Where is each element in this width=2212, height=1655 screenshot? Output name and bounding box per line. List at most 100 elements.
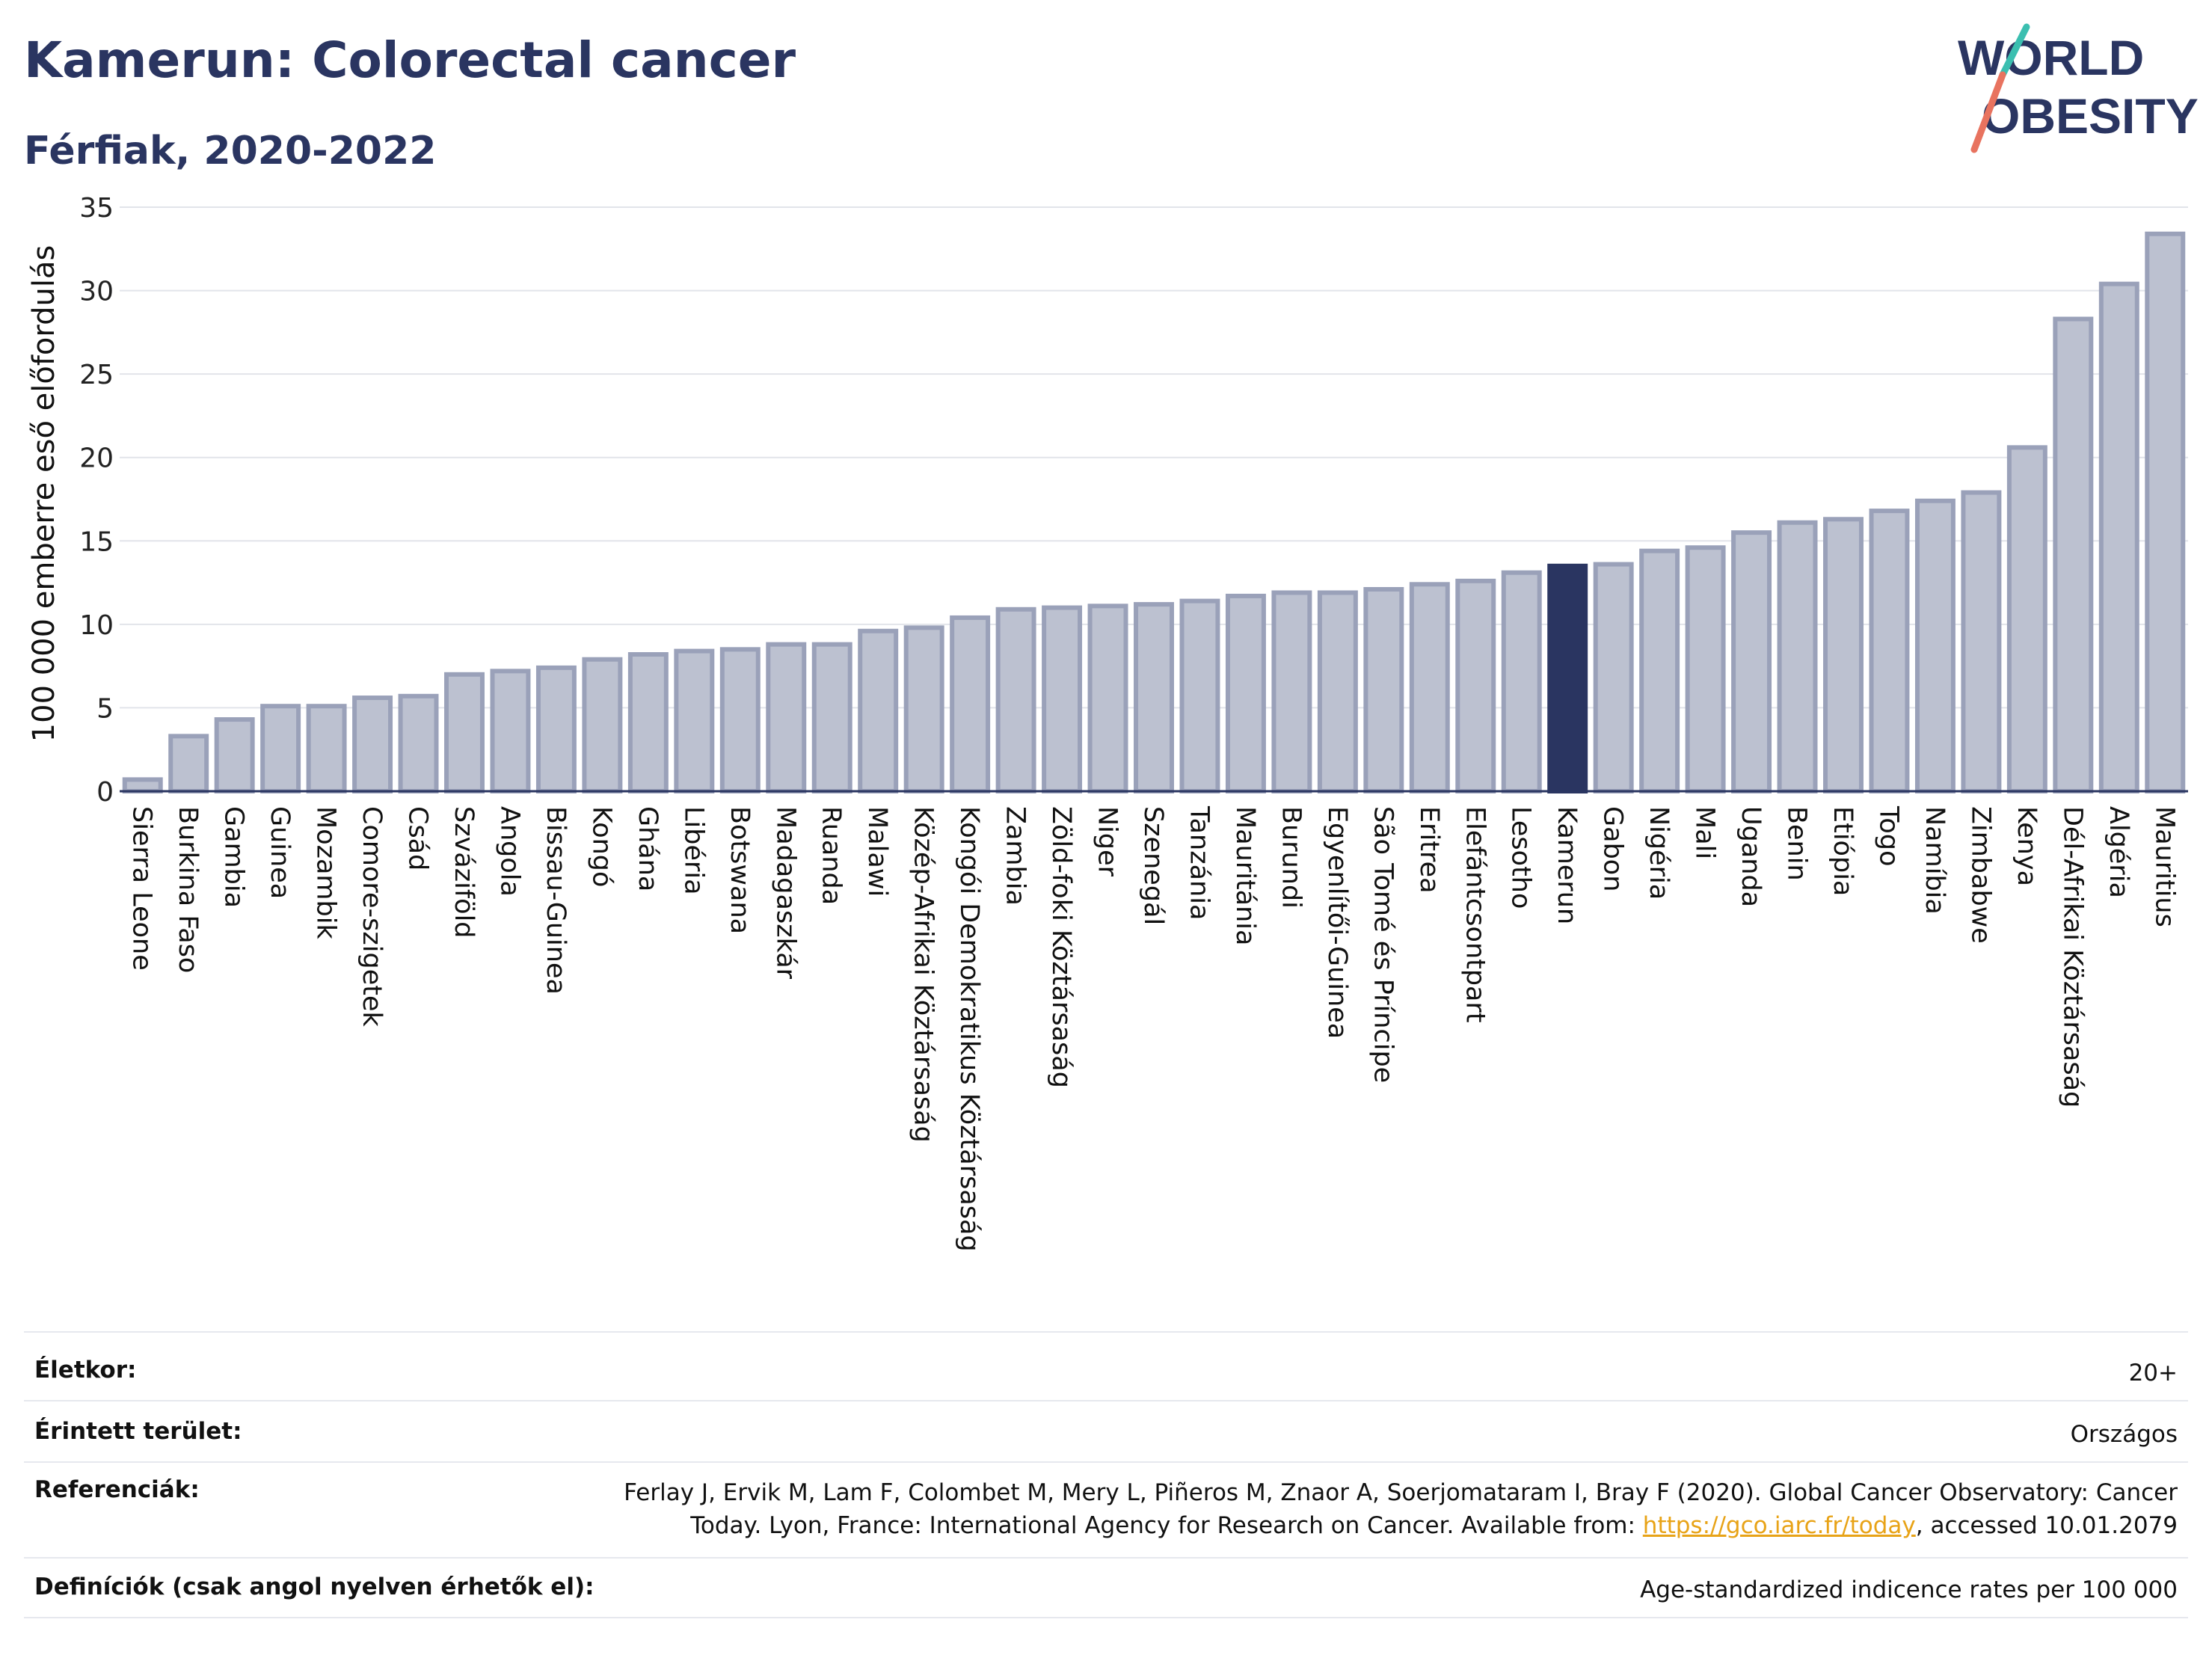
bar-k-z-p-afrikai-k-zt-rsas-g (903, 625, 944, 793)
x-tick-label: Kongó (586, 806, 616, 887)
x-tick-label: Burkina Faso (173, 806, 203, 973)
bars (122, 231, 2186, 794)
bar-chart: 0 5 10 15 20 25 30 35 Sierra Leone Burkina Faso G… (27, 193, 2188, 1252)
bar-niger (1087, 604, 1128, 793)
bar-comore-szigetek (352, 696, 393, 793)
x-tick-label: Közép-Afrikai Köztársaság (909, 806, 938, 1143)
references-line2-post: , accessed 10.01.2079 (1915, 1512, 2178, 1539)
x-tick-label: Kongói Demokratikus Köztársaság (954, 806, 984, 1252)
y-tick-label: 10 (79, 610, 114, 641)
bar-szeneg-l (1134, 602, 1174, 794)
bar-szv-zif-ld (444, 672, 485, 793)
x-tick-label: Eritrea (1414, 806, 1444, 894)
x-tick-label: Dél-Afrikai Köztársaság (2057, 806, 2087, 1108)
divider (24, 1617, 2188, 1618)
y-tick-label: 25 (79, 360, 114, 390)
y-tick-labels: 0 5 10 15 20 25 30 35 (79, 193, 114, 808)
chart-title: Kamerun: Colorectal cancer (24, 31, 796, 89)
x-tick-label: Nigéria (1644, 806, 1674, 900)
bar-nig-ria (1639, 548, 1680, 793)
age-label: Életkor: (34, 1357, 137, 1384)
category-labels: Sierra Leone Burkina Faso Gambia Guinea Moza… (127, 805, 2180, 1252)
y-tick-label: 20 (79, 443, 114, 474)
bar-mauritius (2145, 231, 2186, 793)
divider (24, 1400, 2188, 1401)
bar-botswana (719, 647, 761, 793)
divider (24, 1461, 2188, 1463)
bar-s-o-tom-s-pr-ncipe (1363, 586, 1404, 793)
definitions-value: Age-standardized indicence rates per 100… (1640, 1576, 2178, 1603)
logo-line2: OBESITY (1982, 88, 2199, 144)
x-tick-label: Sierra Leone (127, 806, 157, 971)
chart-subtitle: Férfiak, 2020-2022 (24, 129, 437, 174)
y-tick-label: 5 (96, 693, 114, 724)
bar-bissau-guinea (535, 665, 577, 793)
x-tick-label: Egyenlítői-Guinea (1322, 806, 1352, 1039)
x-tick-label: Niger (1093, 806, 1122, 877)
x-tick-label: Ruanda (817, 806, 847, 905)
bar-guinea (260, 704, 301, 793)
bar-uganda (1731, 530, 1772, 794)
x-tick-label: Bissau-Guinea (541, 806, 571, 995)
bar-zambia (995, 607, 1036, 793)
definitions-label: Definíciók (csak angol nyelven érhetők e… (34, 1573, 595, 1600)
x-tick-label: Botswana (725, 806, 755, 934)
x-tick-label: Togo (1873, 805, 1903, 866)
x-tick-label: Malawi (862, 806, 892, 897)
bar-sierra-leone (122, 777, 163, 794)
x-tick-label: Libéria (678, 806, 708, 895)
x-tick-label: Namíbia (1920, 806, 1950, 915)
bar-z-ld-foki-k-zt-rsas-g (1042, 605, 1083, 793)
x-tick-label: Csád (403, 806, 433, 871)
bar-kong- (582, 657, 623, 794)
references-value: Ferlay J, Ervik M, Lam F, Colombet M, Me… (624, 1476, 2188, 1542)
bar-cs-d (398, 693, 439, 794)
bar-mali (1685, 545, 1726, 793)
meta-row-definitions: Definíciók (csak angol nyelven érhetők e… (24, 1573, 2188, 1606)
x-tick-label: Etiópia (1828, 806, 1858, 896)
x-tick-label: Burundi (1276, 806, 1306, 909)
x-tick-label: Kenya (2012, 806, 2042, 886)
meta-row-references: Referenciák: Ferlay J, Ervik M, Lam F, C… (24, 1476, 2188, 1542)
x-tick-label: Uganda (1736, 806, 1766, 907)
bar-lesotho (1501, 570, 1542, 793)
bar-togo (1869, 509, 1910, 793)
x-tick-label: Gabon (1598, 806, 1628, 891)
bar-ruanda (811, 642, 852, 793)
x-tick-label: Elefántcsontpart (1460, 806, 1490, 1023)
x-tick-label: Tanzánia (1184, 805, 1214, 920)
x-tick-label: Mozambik (311, 806, 341, 939)
meta-row-area: Érintett terület: Országos (24, 1418, 2188, 1451)
x-tick-label: Zöld-foki Köztársaság (1046, 806, 1076, 1088)
bar-benin (1777, 520, 1818, 793)
bar-nam-bia (1914, 498, 1956, 794)
x-tick-label: Lesotho (1506, 806, 1536, 909)
y-tick-label: 35 (79, 193, 114, 224)
logo-slash-top (1999, 23, 2030, 79)
x-tick-label: Mauritánia (1230, 806, 1260, 945)
divider (24, 1331, 2188, 1333)
x-tick-label: Szenegál (1138, 806, 1168, 925)
bar-kamerun (1547, 563, 1588, 793)
x-tick-label: Guinea (265, 806, 295, 899)
age-value: 20+ (2128, 1360, 2178, 1387)
bar-d-l-afrikai-k-zt-rsas-g (2053, 316, 2094, 793)
bar-egyenl-t-i-guinea (1317, 590, 1358, 794)
y-axis-label: 100 000 emberre eső előfordulás (27, 245, 61, 743)
bar-tanz-nia (1179, 598, 1220, 793)
bar-gh-na (627, 652, 669, 793)
bar-mozambik (306, 704, 347, 793)
area-label: Érintett terület: (34, 1418, 242, 1445)
bar-burundi (1271, 590, 1312, 794)
bar-gambia (214, 717, 255, 794)
x-tick-label: Zambia (1001, 806, 1030, 906)
references-link[interactable]: https://gco.iarc.fr/today (1642, 1512, 1916, 1539)
x-tick-label: Gambia (219, 806, 249, 908)
logo-slash-bottom (1970, 71, 2006, 153)
y-tick-label: 15 (79, 526, 114, 557)
bar-zimbabwe (1961, 490, 2002, 793)
bar-gabon (1593, 562, 1634, 793)
y-tick-label: 0 (96, 777, 114, 808)
bar-alg-ria (2098, 281, 2139, 794)
x-tick-label: Kamerun (1552, 806, 1582, 924)
